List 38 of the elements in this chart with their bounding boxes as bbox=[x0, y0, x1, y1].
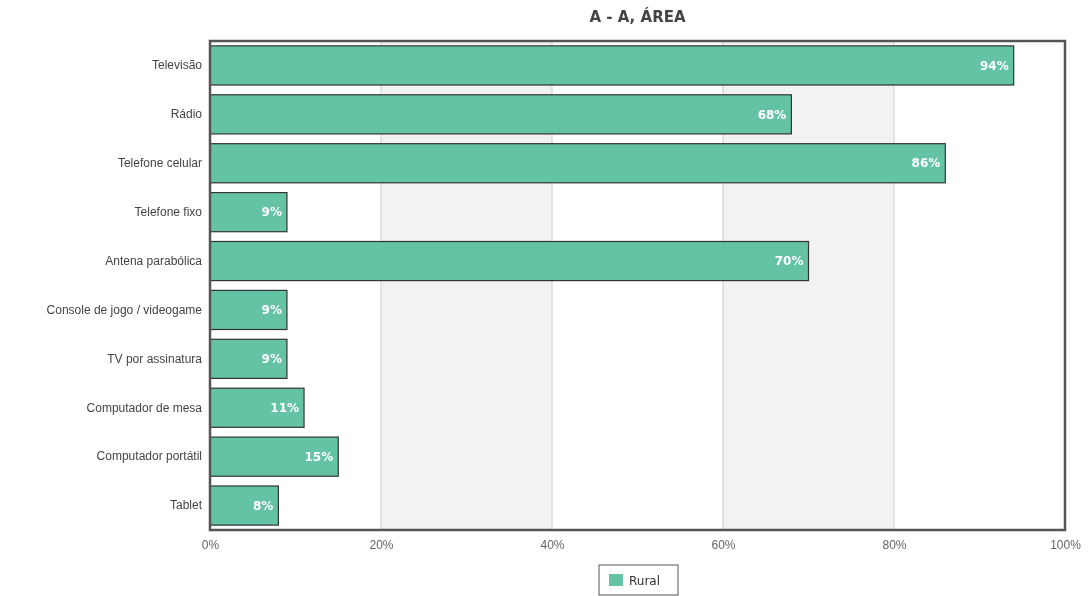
x-tick-label: 100% bbox=[1050, 537, 1082, 552]
x-tick-label: 60% bbox=[711, 537, 736, 552]
data-label: 8% bbox=[253, 498, 274, 513]
bar bbox=[209, 94, 792, 135]
bar bbox=[209, 45, 1015, 86]
data-label: 70% bbox=[774, 254, 804, 269]
y-tick-label: Televisão bbox=[151, 58, 203, 73]
chart-title: A - A, ÁREA bbox=[589, 7, 686, 26]
y-tick-label: Antena parabólica bbox=[105, 253, 203, 268]
y-tick-label: Telefone celular bbox=[117, 156, 202, 171]
y-tick-label: Computador de mesa bbox=[86, 400, 203, 415]
y-tick-label: TV por assinatura bbox=[107, 351, 203, 366]
bar bbox=[209, 191, 288, 233]
y-tick-label: Rádio bbox=[170, 107, 203, 122]
data-label: 86% bbox=[911, 156, 941, 171]
bar bbox=[209, 289, 288, 331]
data-label: 9% bbox=[261, 303, 282, 318]
x-tick-label: 20% bbox=[369, 537, 394, 552]
y-tick-label: Tablet bbox=[169, 498, 203, 513]
legend-label: Rural bbox=[629, 574, 661, 588]
x-tick-label: 40% bbox=[540, 537, 565, 552]
bar bbox=[209, 387, 305, 428]
bar bbox=[209, 485, 279, 526]
bar bbox=[209, 436, 339, 477]
data-label: 68% bbox=[757, 107, 787, 122]
bar bbox=[209, 338, 288, 380]
y-tick-label: Telefone fixo bbox=[134, 204, 203, 219]
x-tick-label: 80% bbox=[882, 537, 907, 552]
data-label: 9% bbox=[261, 352, 282, 367]
data-label: 11% bbox=[270, 400, 300, 415]
data-label: 94% bbox=[979, 58, 1009, 73]
data-label: 15% bbox=[304, 449, 334, 464]
data-label: 9% bbox=[261, 205, 282, 220]
y-tick-label: Computador portátil bbox=[96, 449, 202, 464]
x-tick-label: 0% bbox=[201, 537, 220, 552]
bar bbox=[209, 143, 946, 184]
bar bbox=[209, 240, 810, 282]
y-tick-label: Console de jogo / videogame bbox=[46, 302, 203, 317]
